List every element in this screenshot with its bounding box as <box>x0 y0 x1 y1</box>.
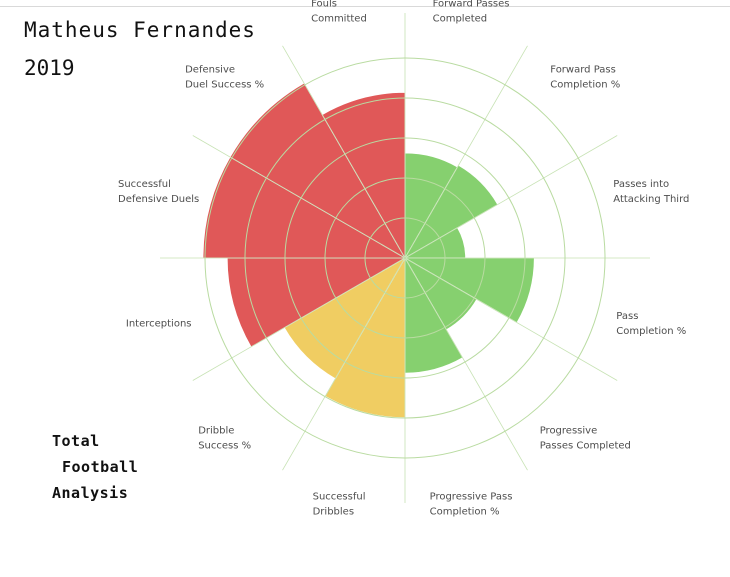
logo-word-football: Football <box>62 458 139 476</box>
logo-word-total: Total <box>52 432 100 450</box>
logo-word-analysis: Analysis <box>52 484 129 502</box>
category-label-1: Forward Pass Completion % <box>550 65 620 91</box>
category-label-3: Pass Completion % <box>616 311 686 337</box>
spoke-8 <box>192 257 406 381</box>
spoke-10 <box>192 135 406 259</box>
spoke-11 <box>282 45 406 259</box>
spoke-1 <box>404 45 528 259</box>
category-label-4: Progressive Passes Completed <box>540 425 631 451</box>
wedge-8 <box>226 257 407 348</box>
total-football-analysis-logo: Total Football Analysis <box>52 428 142 506</box>
spoke-7 <box>282 257 406 471</box>
category-label-0: Forward Passes Completed <box>433 0 510 25</box>
category-label-10: Defensive Duel Success % <box>185 65 264 91</box>
category-label-6: Successful Dribbles <box>313 491 366 517</box>
category-label-2: Passes into Attacking Third <box>613 179 689 205</box>
spoke-5 <box>404 257 528 471</box>
player-name: Matheus Fernandes <box>24 18 256 42</box>
spoke-4 <box>404 257 618 381</box>
wedge-9 <box>202 156 407 259</box>
spoke-2 <box>404 135 618 259</box>
season-label: 2019 <box>24 56 75 80</box>
category-label-8: Interceptions <box>126 319 192 330</box>
category-label-11: Fouls Committed <box>311 0 367 25</box>
wedge-10 <box>229 82 407 260</box>
category-label-9: Successful Defensive Duels <box>118 179 199 205</box>
category-label-5: Progressive Pass Completion % <box>430 491 513 517</box>
top-divider <box>0 6 730 7</box>
wedge-11 <box>321 91 406 260</box>
category-label-7: Dribble Success % <box>198 425 251 451</box>
